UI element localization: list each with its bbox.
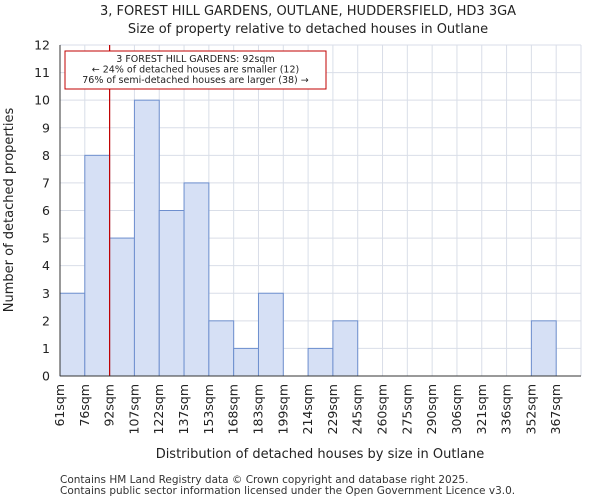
- bar: [208, 320, 235, 377]
- x-tick-label: 290sqm: [424, 384, 439, 434]
- y-tick-label: 9: [42, 120, 50, 135]
- x-tick-label: 306sqm: [449, 384, 464, 434]
- x-tick-label: 76sqm: [77, 384, 92, 427]
- bar: [158, 210, 185, 377]
- y-tick-label: 3: [42, 286, 50, 301]
- x-tick-label: 245sqm: [350, 384, 365, 434]
- x-tick-label: 137sqm: [176, 384, 191, 434]
- y-tick-label: 8: [42, 148, 50, 163]
- x-tick-label: 321sqm: [474, 384, 489, 434]
- chart-subtitle: Size of property relative to detached ho…: [128, 22, 488, 37]
- x-tick-label: 168sqm: [226, 384, 241, 434]
- bar: [59, 292, 86, 377]
- x-tick-label: 199sqm: [275, 384, 290, 434]
- x-tick-label: 275sqm: [399, 384, 414, 434]
- bar: [233, 347, 259, 377]
- annotation-line: 76% of semi-detached houses are larger (…: [82, 75, 309, 86]
- x-tick-label: 183sqm: [250, 384, 265, 434]
- x-tick-label: 352sqm: [523, 384, 538, 434]
- annotation-line: ← 24% of detached houses are smaller (12…: [92, 65, 299, 76]
- bars: [59, 99, 557, 377]
- x-tick-label: 61sqm: [52, 384, 67, 427]
- y-axis-label: Number of detached properties: [2, 108, 17, 313]
- x-tick-label: 367sqm: [548, 384, 563, 434]
- annotation-box: [64, 50, 327, 90]
- x-tick-label: 122sqm: [151, 384, 166, 434]
- x-tick-label: 229sqm: [325, 384, 340, 434]
- bar: [530, 320, 557, 377]
- x-axis-label: Distribution of detached houses by size …: [156, 447, 485, 462]
- bar: [332, 320, 359, 377]
- y-tick-label: 7: [42, 175, 50, 190]
- footer-line-1: Contains HM Land Registry data © Crown c…: [60, 474, 468, 486]
- bar: [133, 99, 160, 377]
- x-tick-label: 153sqm: [201, 384, 216, 434]
- y-tick-label: 1: [42, 341, 50, 356]
- marker: 3 FOREST HILL GARDENS: 92sqm← 24% of det…: [64, 45, 327, 376]
- x-tick-label: 336sqm: [499, 384, 514, 434]
- y-tick-label: 11: [34, 65, 50, 80]
- annotation-line: 3 FOREST HILL GARDENS: 92sqm: [116, 54, 274, 65]
- bar: [307, 347, 334, 377]
- bar: [84, 154, 111, 377]
- bar: [183, 182, 210, 377]
- bar: [257, 292, 284, 377]
- footer-line-2: Contains public sector information licen…: [60, 485, 515, 497]
- bar: [109, 237, 135, 377]
- y-tick-label: 12: [34, 38, 50, 53]
- x-tick-label: 107sqm: [126, 384, 141, 434]
- chart-title: 3, FOREST HILL GARDENS, OUTLANE, HUDDERS…: [100, 4, 516, 19]
- y-tick-label: 2: [42, 313, 50, 328]
- y-tick-label: 4: [42, 258, 50, 273]
- y-tick-label: 5: [42, 231, 50, 246]
- y-tick-label: 0: [42, 369, 50, 384]
- y-tick-label: 6: [42, 203, 50, 218]
- x-tick-label: 260sqm: [375, 384, 390, 434]
- y-tick-label: 10: [34, 93, 50, 108]
- x-tick-label: 214sqm: [300, 384, 315, 434]
- x-tick-label: 92sqm: [102, 384, 117, 427]
